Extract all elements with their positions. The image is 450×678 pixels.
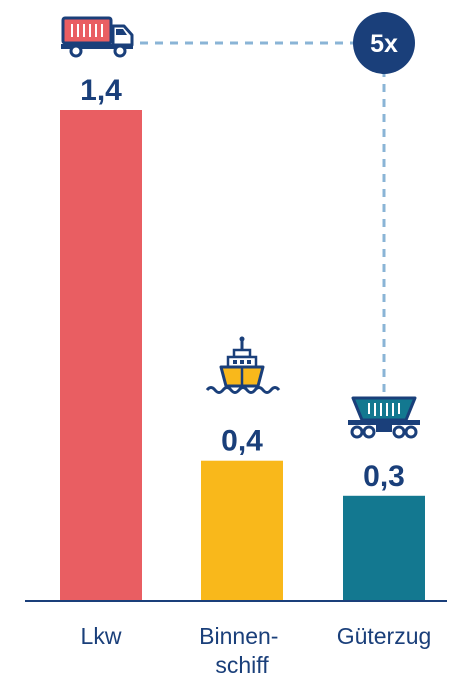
- category-label-binnenschiff: Binnen- schiff: [199, 623, 285, 678]
- ratio-badge-text: 5x: [370, 30, 398, 58]
- category-label-gueterzug-line: Güterzug: [337, 623, 432, 649]
- value-label-gueterzug: 0,3: [363, 460, 405, 493]
- category-label-lkw-line: Lkw: [81, 623, 122, 649]
- bar-binnenschiff: [201, 460, 283, 601]
- ratio-badge: [353, 12, 415, 74]
- comparison-connector: [140, 41, 386, 395]
- value-label-lkw: 1,4: [80, 74, 122, 107]
- category-label-binnenschiff-line-2: schiff: [215, 652, 269, 678]
- ship-icon: [205, 336, 281, 394]
- truck-icon: [61, 16, 134, 58]
- value-label-binnenschiff: 0,4: [221, 425, 263, 458]
- bar-gueterzug: [343, 495, 425, 601]
- category-label-lkw: Lkw: [81, 623, 122, 649]
- bar-lkw: [60, 110, 142, 601]
- category-label-gueterzug: Güterzug: [337, 623, 432, 649]
- freight-wagon-icon: [348, 396, 420, 439]
- category-label-binnenschiff-line-1: Binnen-: [199, 623, 278, 649]
